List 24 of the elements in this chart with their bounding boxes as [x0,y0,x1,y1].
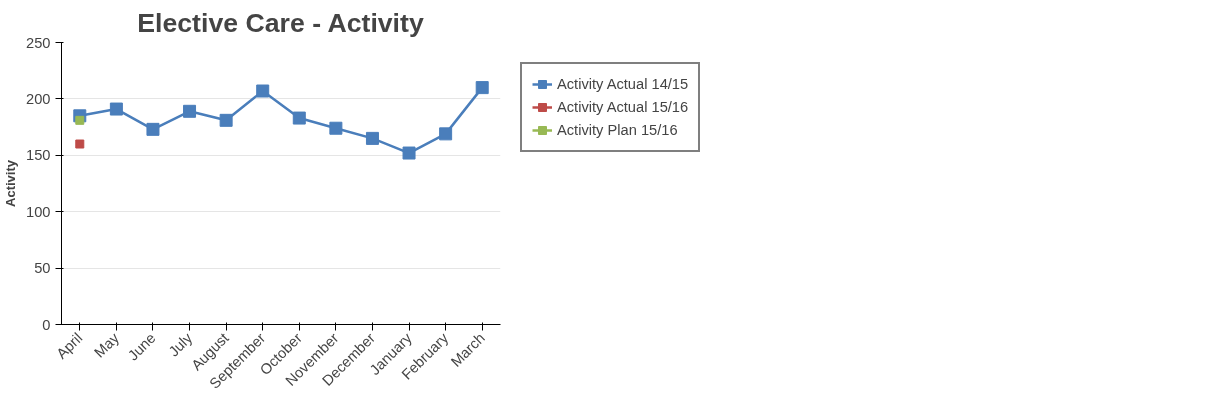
y-tick-label: 200 [26,90,51,107]
point [365,131,379,145]
point [292,111,306,125]
point [219,113,233,127]
point [146,122,160,136]
y-tick-label: 0 [42,316,51,333]
y-tick-label: 100 [26,203,51,220]
point [475,81,489,95]
point [256,84,270,98]
y-tick-label: 150 [26,147,51,164]
point [109,102,123,116]
y-axis-title: Activity [3,159,19,207]
legend-label: Activity Actual 15/16 [557,99,689,115]
x-tick-label: July [165,329,196,360]
legend-label: Activity Actual 14/15 [557,76,689,92]
y-tick-label: 250 [26,34,51,51]
point [402,146,416,160]
legend-label: Activity Plan 15/16 [557,122,678,138]
point [183,104,197,118]
y-tick-label: 50 [34,260,51,277]
point [75,115,85,125]
point [329,121,343,135]
point [439,127,453,141]
chart-title: Elective Care - Activity [137,7,424,38]
